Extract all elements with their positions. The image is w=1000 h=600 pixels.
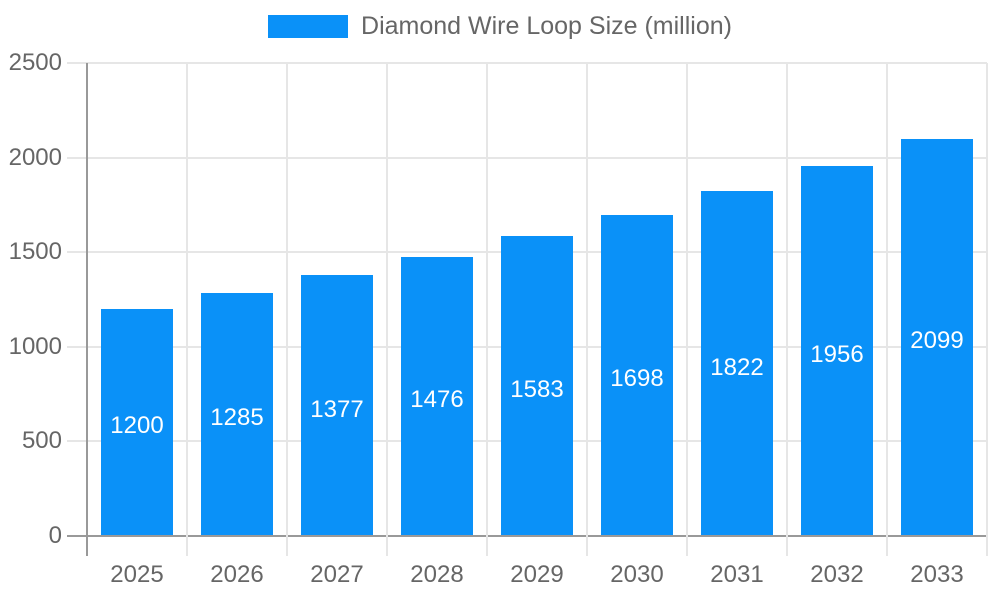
x-gridline [486,63,488,536]
bar-value-label: 1698 [610,365,664,392]
x-tick-mark [986,536,988,556]
bar-value-label: 1476 [410,386,464,413]
bar[interactable] [301,275,373,535]
x-axis-tick-label: 2028 [410,561,464,588]
x-tick-mark [686,536,688,556]
y-tick-mark [67,62,87,64]
x-gridline [286,63,288,536]
bar-value-label: 1583 [510,376,564,403]
x-gridline [686,63,688,536]
bar[interactable] [101,309,173,535]
bar-value-label: 1285 [210,404,264,431]
x-tick-mark [486,536,488,556]
y-gridline [87,62,987,64]
x-axis-tick-label: 2031 [710,561,764,588]
x-axis-tick-label: 2033 [910,561,964,588]
y-axis-tick-label: 2500 [8,49,62,76]
y-axis-line [86,63,88,536]
x-axis-tick-label: 2026 [210,561,264,588]
x-axis-tick-label: 2029 [510,561,564,588]
bar[interactable] [201,293,273,535]
x-axis-tick-label: 2030 [610,561,664,588]
y-axis-tick-label: 1000 [8,333,62,360]
x-gridline [786,63,788,536]
y-axis-tick-label: 500 [21,427,62,454]
x-gridline [986,63,988,536]
bar-value-label: 1822 [710,354,764,381]
x-axis-tick-label: 2032 [810,561,864,588]
legend-label: Diamond Wire Loop Size (million) [361,12,732,40]
bar[interactable] [601,215,673,535]
x-axis-tick-label: 2027 [310,561,364,588]
legend[interactable]: Diamond Wire Loop Size (million) [0,12,1000,41]
x-gridline [586,63,588,536]
bar[interactable] [701,191,773,535]
x-axis-tick-label: 2025 [110,561,164,588]
y-axis-tick-label: 1500 [8,238,62,265]
bar-value-label: 1200 [110,412,164,439]
x-tick-mark [886,536,888,556]
y-tick-mark [67,157,87,159]
x-axis-line [87,535,987,537]
x-tick-mark [86,536,88,556]
x-tick-mark [786,536,788,556]
bar[interactable] [901,139,973,535]
legend-swatch [268,15,349,38]
y-tick-mark [67,440,87,442]
y-axis-tick-label: 0 [48,522,62,549]
y-axis-tick-label: 2000 [8,144,62,171]
y-tick-mark [67,346,87,348]
bar[interactable] [501,236,573,535]
x-tick-mark [386,536,388,556]
x-tick-mark [186,536,188,556]
bar-value-label: 1377 [310,396,364,423]
bar-value-label: 1956 [810,341,864,368]
y-tick-mark [67,251,87,253]
x-tick-mark [286,536,288,556]
bar[interactable] [801,166,873,535]
x-gridline [186,63,188,536]
y-gridline [87,157,987,159]
bar[interactable] [401,257,473,535]
x-gridline [886,63,888,536]
x-tick-mark [586,536,588,556]
y-tick-mark [67,535,87,537]
x-gridline [386,63,388,536]
bar-value-label: 2099 [910,327,964,354]
